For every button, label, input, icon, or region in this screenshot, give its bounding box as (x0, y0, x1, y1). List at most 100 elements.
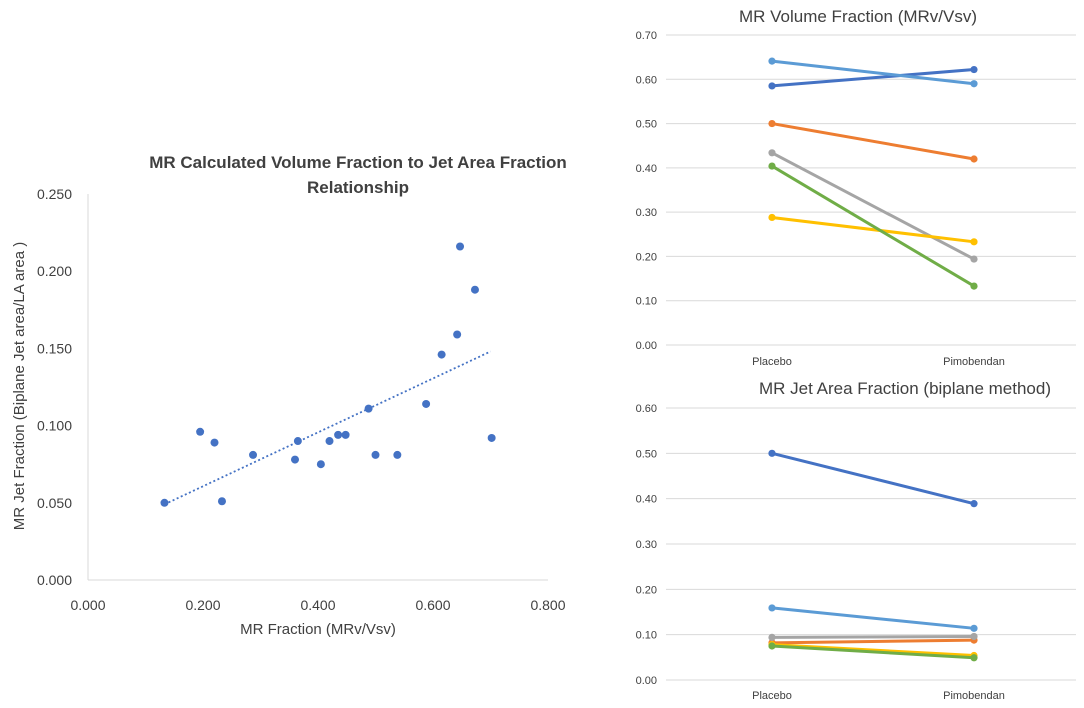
scatter-x-tick-label: 0.800 (530, 597, 565, 613)
scatter-point (393, 450, 402, 459)
scatter-points (160, 242, 496, 507)
scatter-y-tick-label: 0.000 (37, 572, 72, 588)
y-tick-label: 0.70 (636, 30, 657, 42)
scatter-point (453, 330, 462, 339)
series-line (770, 606, 976, 630)
series-point (768, 149, 776, 157)
volume-fraction-title: MR Volume Fraction (MRv/Vsv) (739, 7, 977, 26)
series-point (970, 624, 978, 632)
scatter-y-tick-label: 0.250 (37, 186, 72, 202)
series-light-blue (768, 57, 978, 88)
series-point (970, 632, 978, 641)
y-tick-label: 0.00 (636, 340, 657, 352)
series-line (770, 151, 976, 261)
scatter-point (293, 437, 302, 446)
series-gray (768, 149, 978, 263)
scatter-point (291, 455, 299, 464)
scatter-point (437, 350, 446, 359)
scatter-y-tick-label: 0.050 (37, 495, 72, 511)
y-tick-label: 0.30 (636, 207, 657, 219)
scatter-point (371, 450, 380, 459)
scatter-point (422, 399, 431, 408)
jet-area-fraction-title: MR Jet Area Fraction (biplane method) (759, 379, 1051, 398)
scatter-point (210, 438, 219, 447)
x-tick-label: Placebo (752, 356, 792, 368)
y-tick-label: 0.40 (636, 494, 657, 506)
scatter-point (316, 460, 325, 469)
series-dark-blue (768, 65, 978, 90)
scatter-x-tick-label: 0.000 (70, 597, 105, 613)
x-tick-label: Pimobendan (943, 690, 1005, 702)
series-point (970, 238, 978, 246)
series-line (770, 215, 976, 244)
y-tick-label: 0.40 (636, 163, 657, 175)
series-gray (768, 632, 978, 641)
scatter-title-line-2: Relationship (307, 178, 409, 197)
scatter-point (487, 433, 496, 442)
series-line (770, 643, 976, 658)
y-tick-label: 0.60 (636, 74, 657, 86)
scatter-chart: MR Calculated Volume Fraction to Jet Are… (11, 153, 567, 638)
scatter-x-tick-label: 0.400 (300, 597, 335, 613)
scatter-point (325, 437, 334, 446)
y-tick-label: 0.10 (636, 296, 657, 308)
series-point (768, 119, 776, 128)
scatter-x-tick-label: 0.600 (415, 597, 450, 613)
jet-area-fraction-y-ticks: 0.00 0.10 0.20 0.30 0.40 0.50 0.60 (636, 403, 657, 687)
volume-fraction-series (768, 57, 978, 290)
series-green (768, 162, 978, 290)
scatter-point (249, 450, 258, 459)
scatter-y-axis-label: MR Jet Fraction (Biplane Jet area/LA are… (11, 242, 28, 530)
series-line (770, 644, 976, 660)
y-tick-label: 0.20 (636, 584, 657, 596)
scatter-x-tick-label: 0.200 (185, 597, 220, 613)
jet-area-fraction-gridlines (666, 407, 1076, 681)
series-line (770, 122, 976, 161)
scatter-y-ticks: 0.000 0.050 0.100 0.150 0.200 0.250 (37, 186, 72, 588)
series-line (770, 164, 976, 288)
scatter-point (364, 404, 373, 413)
scatter-point (196, 427, 205, 436)
y-tick-label: 0.10 (636, 630, 657, 642)
scatter-y-tick-label: 0.200 (37, 263, 72, 279)
series-point (768, 82, 776, 90)
series-dark-blue (768, 449, 978, 508)
series-green (768, 642, 978, 662)
x-tick-label: Pimobendan (943, 356, 1005, 368)
scatter-title-line-1: MR Calculated Volume Fraction to Jet Are… (149, 153, 567, 172)
scatter-trendline (164, 350, 491, 506)
series-point (768, 633, 776, 641)
series-point (970, 282, 978, 290)
series-line (770, 638, 976, 645)
y-tick-label: 0.00 (636, 675, 657, 687)
volume-fraction-chart: MR Volume Fraction (MRv/Vsv) 0.00 0.10 0.2… (636, 7, 1076, 368)
series-point (970, 255, 978, 263)
series-point (970, 80, 978, 88)
scatter-x-axis-label: MR Fraction (MRv/Vsv) (240, 621, 396, 638)
jet-area-fraction-x-ticks: Placebo Pimobendan (752, 690, 1005, 702)
series-point (768, 57, 776, 65)
y-tick-label: 0.50 (636, 119, 657, 131)
x-tick-label: Placebo (752, 690, 792, 702)
series-point (970, 155, 978, 163)
series-orange (768, 119, 978, 163)
scatter-point (456, 242, 465, 251)
scatter-point (334, 430, 343, 439)
series-point (970, 654, 978, 662)
jet-area-fraction-chart: MR Jet Area Fraction (biplane method) 0.… (636, 379, 1076, 702)
series-yellow (768, 213, 978, 246)
series-line (770, 68, 976, 88)
volume-fraction-x-ticks: Placebo Pimobendan (752, 356, 1005, 368)
scatter-y-tick-label: 0.150 (37, 340, 72, 356)
jet-area-fraction-series (768, 449, 978, 662)
series-point (768, 213, 776, 222)
volume-fraction-gridlines (666, 34, 1076, 346)
scatter-point (160, 498, 169, 507)
series-light-blue (768, 604, 978, 632)
scatter-point (470, 285, 479, 294)
y-tick-label: 0.20 (636, 251, 657, 263)
volume-fraction-y-ticks: 0.00 0.10 0.20 0.30 0.40 0.50 0.60 0.70 (636, 30, 657, 352)
y-tick-label: 0.50 (636, 448, 657, 460)
y-tick-label: 0.30 (636, 539, 657, 551)
